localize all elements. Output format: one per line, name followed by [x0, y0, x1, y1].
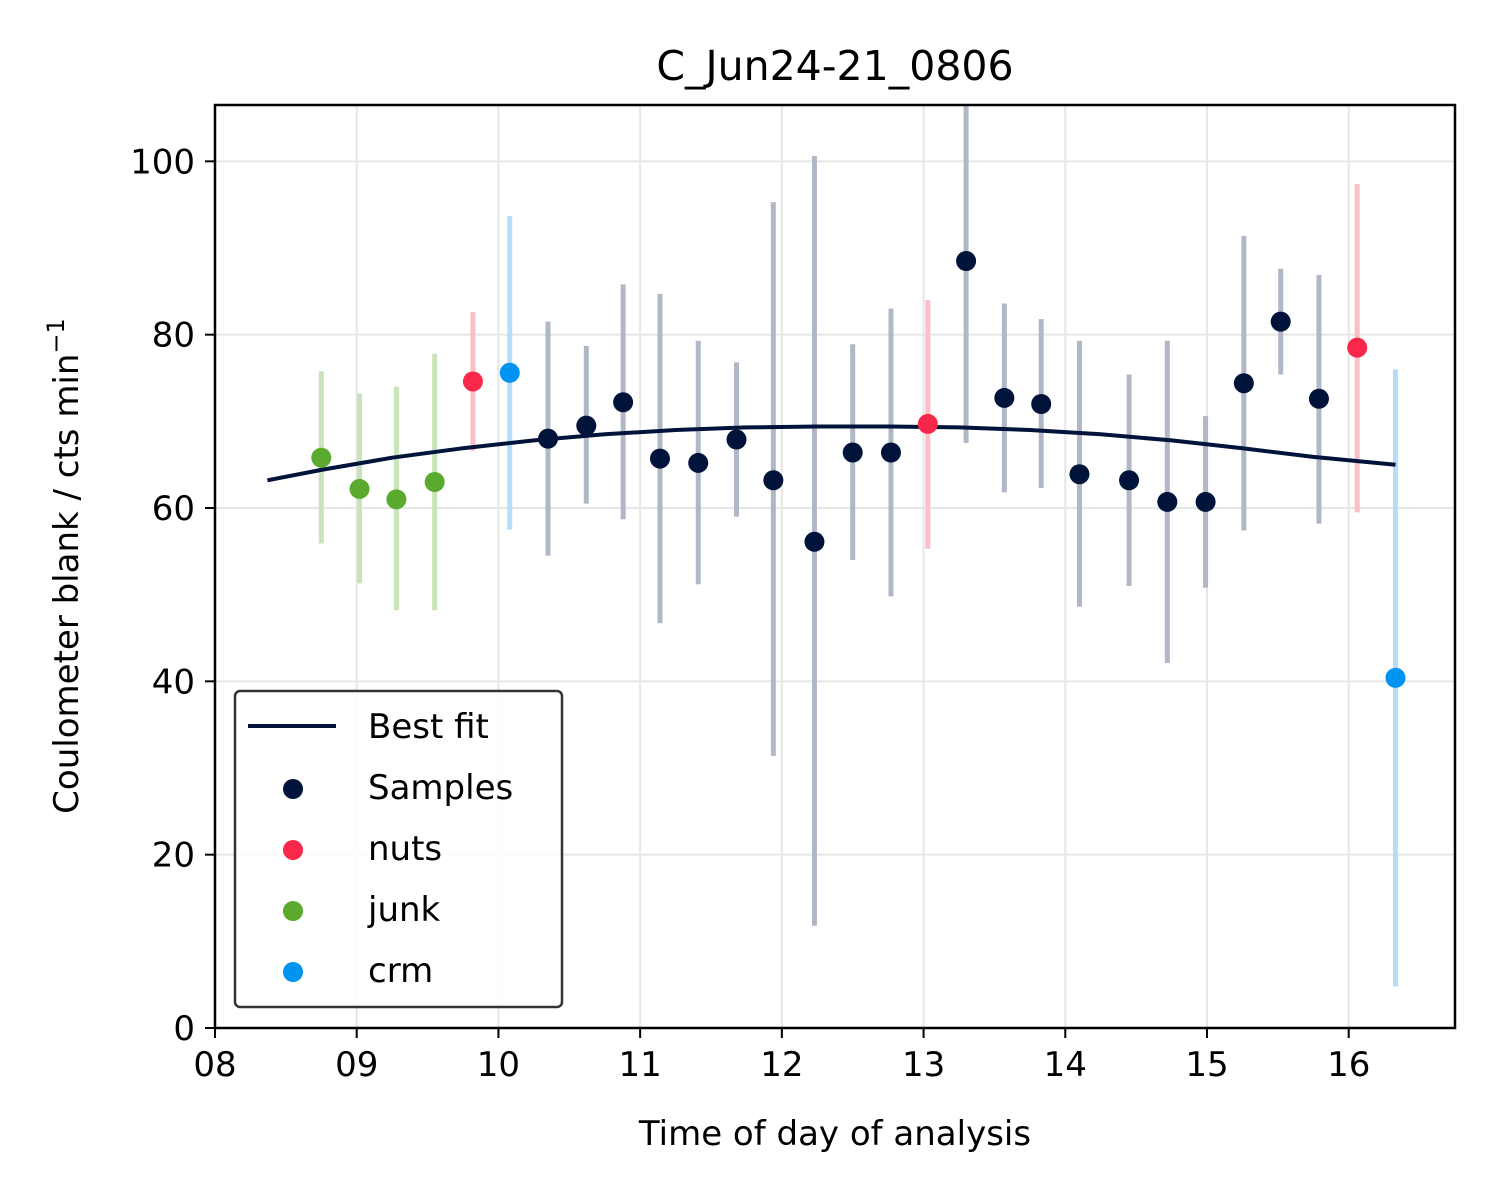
- legend-swatch-junk: [283, 901, 303, 921]
- x-tick-label: 15: [1185, 1045, 1228, 1085]
- y-axis-title: Coulometer blank / cts min−1: [42, 318, 87, 814]
- point-nuts: [1347, 337, 1368, 358]
- y-tick-label: 0: [173, 1009, 195, 1049]
- point-samples: [880, 442, 901, 463]
- x-tick-label: 09: [335, 1045, 378, 1085]
- point-samples: [1270, 311, 1291, 332]
- point-samples: [1233, 373, 1254, 394]
- x-tick-label: 08: [193, 1045, 236, 1085]
- plot-frame: [213, 103, 1457, 1030]
- point-samples: [688, 452, 709, 473]
- point-samples: [1031, 394, 1052, 414]
- x-tick-label: 10: [477, 1045, 520, 1085]
- best-fit-group: [267, 424, 1396, 483]
- point-samples: [1308, 388, 1329, 409]
- legend-swatch-nuts: [283, 840, 303, 860]
- y-axis-title-main: Coulometer blank / cts min: [47, 354, 87, 814]
- point-samples: [842, 442, 863, 463]
- point-junk: [386, 489, 407, 510]
- y-tick-label: 100: [130, 142, 195, 182]
- legend-label-samples: Samples: [368, 768, 513, 808]
- point-junk: [349, 478, 370, 499]
- x-tick-label: 12: [760, 1045, 803, 1085]
- point-samples: [994, 387, 1015, 408]
- legend-swatch-crm: [283, 962, 303, 982]
- point-samples: [956, 251, 977, 271]
- point-samples: [1069, 464, 1090, 485]
- point-junk: [424, 472, 445, 492]
- x-tick-label: 11: [619, 1045, 662, 1085]
- legend-box: [233, 689, 564, 1009]
- chart-title: C_Jun24-21_0806: [656, 42, 1013, 90]
- best-fit-line: [267, 424, 1396, 483]
- point-junk: [311, 447, 332, 468]
- y-axis-title-superscript: −1: [42, 318, 70, 353]
- x-axis-title: Time of day of analysis: [638, 1114, 1031, 1154]
- legend-swatch-samples: [283, 779, 303, 799]
- point-samples: [649, 448, 670, 469]
- legend-label-best-fit: Best fit: [368, 707, 489, 747]
- legend-label-nuts: nuts: [368, 829, 442, 869]
- x-tick-label: 16: [1327, 1045, 1370, 1085]
- point-crm: [499, 362, 520, 383]
- point-crm: [1385, 667, 1406, 688]
- point-samples: [576, 415, 597, 436]
- legend-label-junk: junk: [367, 890, 441, 930]
- point-nuts: [917, 413, 938, 434]
- x-tick-label: 13: [902, 1045, 945, 1085]
- point-samples: [1195, 491, 1216, 512]
- point-samples: [1157, 491, 1178, 512]
- y-tick-label: 40: [152, 662, 195, 702]
- y-tick-label: 20: [152, 836, 195, 876]
- y-tick-label: 80: [152, 316, 195, 356]
- point-samples: [804, 531, 825, 552]
- point-samples: [613, 392, 634, 413]
- point-samples: [1119, 470, 1140, 491]
- point-samples: [763, 470, 784, 491]
- x-axis: 08 09 10 11 12 13 14 15 16: [193, 1028, 1370, 1085]
- legend-label-crm: crm: [368, 951, 433, 991]
- x-tick-label: 14: [1044, 1045, 1087, 1085]
- legend: Best fit Samples nuts junk crm: [233, 689, 564, 1009]
- point-nuts: [462, 371, 483, 392]
- y-axis: 0 20 40 60 80 100: [130, 142, 215, 1049]
- data-points: [311, 251, 1406, 688]
- y-tick-label: 60: [152, 489, 195, 529]
- point-samples: [726, 429, 747, 450]
- point-samples: [538, 428, 559, 449]
